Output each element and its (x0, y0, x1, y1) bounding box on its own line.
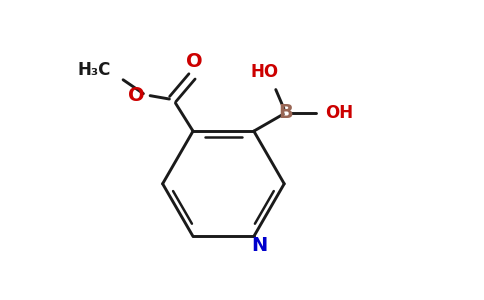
Text: H₃C: H₃C (78, 61, 111, 79)
Text: OH: OH (325, 103, 353, 122)
Text: HO: HO (251, 64, 279, 82)
Text: B: B (278, 103, 293, 122)
Text: O: O (128, 86, 144, 105)
Text: O: O (186, 52, 202, 71)
Text: N: N (251, 236, 267, 255)
